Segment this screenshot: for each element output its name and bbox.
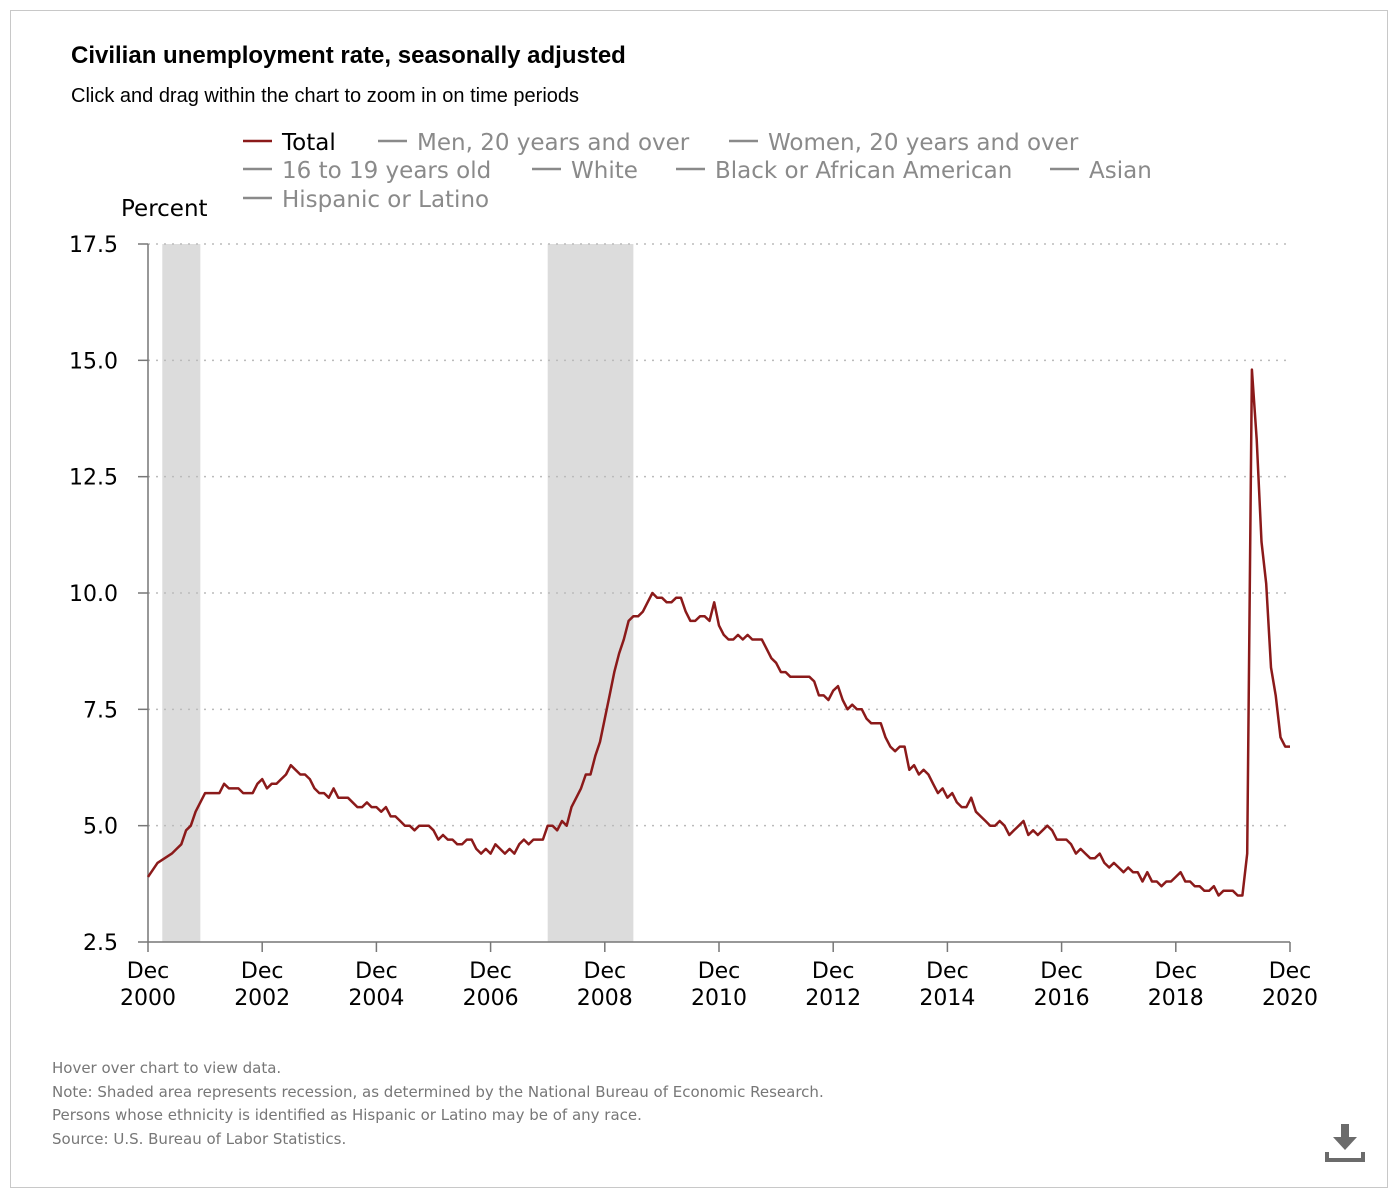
legend-label: Men, 20 years and over bbox=[417, 130, 690, 156]
x-tick-label-month: Dec bbox=[698, 959, 741, 984]
legend-label: Total bbox=[281, 130, 336, 156]
recession-band-2 bbox=[547, 244, 634, 942]
axes: 2.55.07.510.012.515.017.5Dec2000Dec2002D… bbox=[69, 233, 1318, 1011]
series-line-total[interactable] bbox=[146, 368, 1290, 897]
legend-item[interactable]: Black or African American bbox=[676, 158, 1012, 184]
x-tick-label-year: 2000 bbox=[120, 986, 176, 1011]
x-tick-label-month: Dec bbox=[355, 959, 398, 984]
y-tick-label: 7.5 bbox=[83, 698, 118, 723]
y-tick-label: 10.0 bbox=[69, 582, 118, 607]
footnote-hispanic: Persons whose ethnicity is identified as… bbox=[52, 1106, 642, 1124]
footnote-recession: Note: Shaded area represents recession, … bbox=[52, 1082, 824, 1101]
x-tick-label-month: Dec bbox=[127, 959, 170, 984]
series-lines bbox=[146, 368, 1290, 897]
x-tick-label-year: 2008 bbox=[577, 986, 633, 1011]
footnotes: Hover over chart to view data. Note: Sha… bbox=[52, 1057, 824, 1151]
legend-label: Black or African American bbox=[715, 158, 1012, 184]
legend-item[interactable]: 16 to 19 years old bbox=[243, 158, 491, 184]
x-tick-label-month: Dec bbox=[812, 959, 855, 984]
chart-frame bbox=[10, 10, 1388, 1188]
y-tick-label: 2.5 bbox=[83, 931, 118, 956]
x-tick-label-month: Dec bbox=[1155, 959, 1198, 984]
legend-item[interactable]: Women, 20 years and over bbox=[729, 130, 1079, 156]
x-tick-label-month: Dec bbox=[241, 959, 284, 984]
y-tick-label: 12.5 bbox=[69, 466, 118, 491]
footnote-source: Source: U.S. Bureau of Labor Statistics. bbox=[52, 1129, 347, 1148]
legend-label: 16 to 19 years old bbox=[282, 158, 491, 184]
x-tick-label-month: Dec bbox=[584, 959, 627, 984]
x-tick-label-year: 2020 bbox=[1262, 986, 1318, 1011]
x-tick-label-month: Dec bbox=[926, 959, 969, 984]
x-tick-label-year: 2014 bbox=[919, 986, 975, 1011]
legend-item[interactable]: Total bbox=[243, 130, 336, 156]
x-tick-label-month: Dec bbox=[1269, 959, 1312, 984]
chart-title: Civilian unemployment rate, seasonally a… bbox=[71, 42, 626, 69]
y-tick-label: 15.0 bbox=[69, 349, 118, 374]
download-icon bbox=[1325, 1124, 1365, 1162]
legend-item[interactable]: Asian bbox=[1050, 158, 1152, 184]
legend-label: White bbox=[571, 158, 638, 184]
legend[interactable]: Total Men, 20 years and over Women, 20 yea… bbox=[243, 130, 1152, 213]
legend-label: Hispanic or Latino bbox=[282, 187, 489, 213]
y-tick-label: 17.5 bbox=[69, 233, 118, 258]
y-axis-label: Percent bbox=[121, 196, 208, 222]
x-tick-label-month: Dec bbox=[469, 959, 512, 984]
x-tick-label-year: 2006 bbox=[463, 986, 519, 1011]
chart-subtitle: Click and drag within the chart to zoom … bbox=[71, 85, 580, 107]
x-tick-label-year: 2002 bbox=[234, 986, 290, 1011]
x-tick-label-year: 2012 bbox=[805, 986, 861, 1011]
x-tick-label-year: 2010 bbox=[691, 986, 747, 1011]
footnote-hover: Hover over chart to view data. bbox=[52, 1059, 282, 1077]
gridlines bbox=[148, 243, 1290, 827]
y-tick-label: 5.0 bbox=[83, 815, 118, 840]
x-tick-label-year: 2018 bbox=[1148, 986, 1204, 1011]
legend-item[interactable]: Men, 20 years and over bbox=[378, 130, 690, 156]
legend-item[interactable]: White bbox=[532, 158, 638, 184]
legend-label: Asian bbox=[1089, 158, 1152, 184]
x-tick-label-year: 2004 bbox=[348, 986, 404, 1011]
x-tick-label-year: 2016 bbox=[1034, 986, 1090, 1011]
line-chart[interactable]: 2.55.07.510.012.515.017.5Dec2000Dec2002D… bbox=[0, 0, 1400, 1050]
download-button[interactable] bbox=[1318, 1118, 1370, 1170]
legend-label: Women, 20 years and over bbox=[768, 130, 1079, 156]
legend-item[interactable]: Hispanic or Latino bbox=[243, 187, 489, 213]
x-tick-label-month: Dec bbox=[1040, 959, 1083, 984]
